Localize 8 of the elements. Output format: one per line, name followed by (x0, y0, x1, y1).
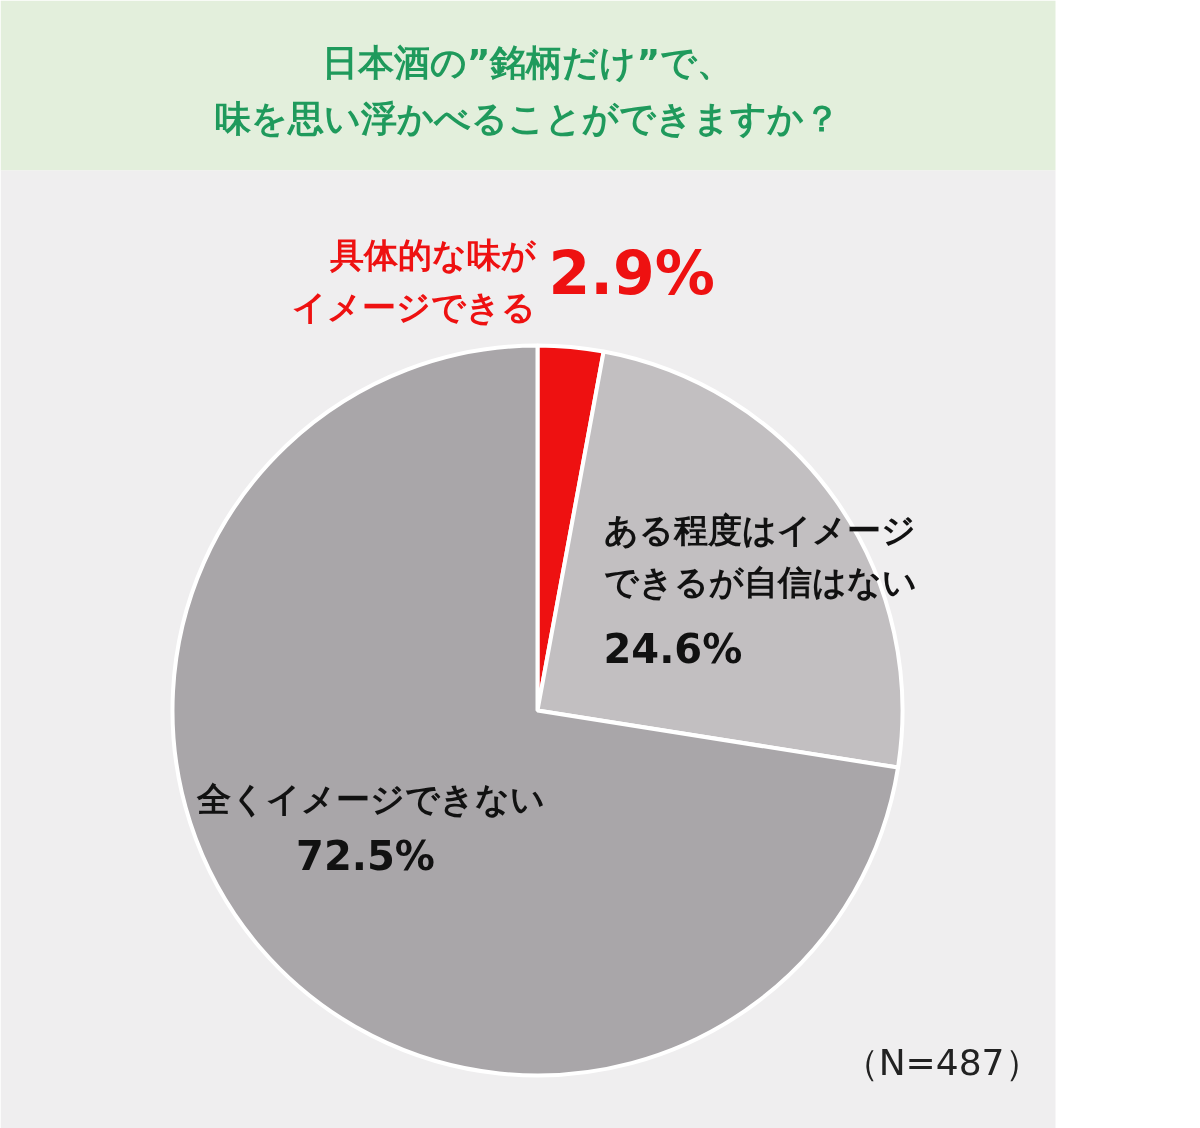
slice-label: 全くイメージできない (195, 778, 545, 819)
data-label: 72.5% (296, 832, 435, 879)
text: （N=487） (842, 1042, 1041, 1083)
data-label: 2.9% (548, 237, 715, 308)
data-label: 24.6% (603, 625, 743, 672)
chart-title: 日本酒の”銘柄だけ”で、味を思い浮かべることができますか？ (215, 42, 840, 139)
slice-label: 具体的な味がイメージできる (291, 234, 537, 327)
slice-label: ある程度はイメージできるが自信はない (603, 509, 917, 602)
